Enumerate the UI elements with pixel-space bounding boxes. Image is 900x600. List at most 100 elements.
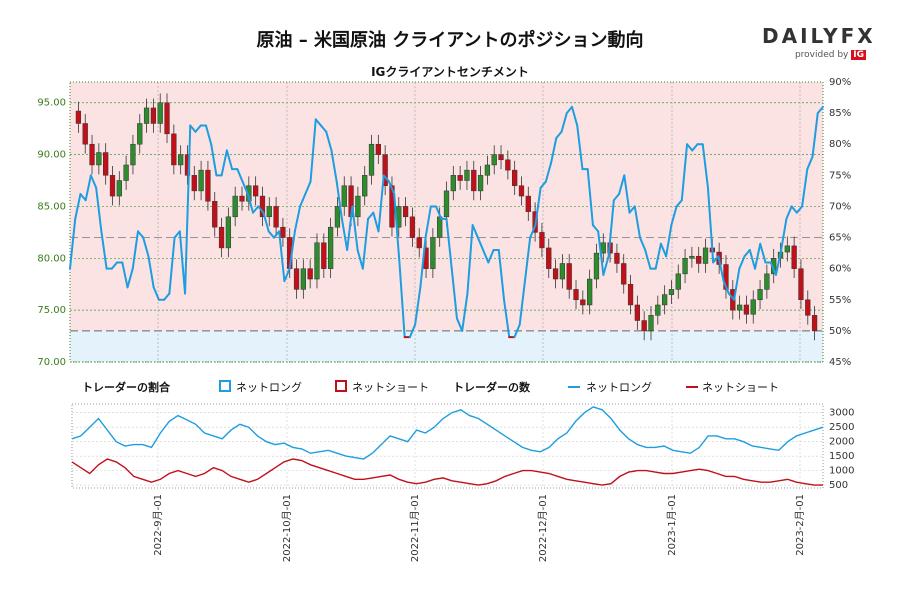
- ratio-segment: [482, 249, 490, 264]
- candle-body: [491, 154, 497, 166]
- dailyfx-logo: DAILYFX provided by IG: [762, 24, 873, 60]
- ratio-segment: [252, 205, 260, 214]
- price-candle: [362, 166, 368, 206]
- ratio-segment: [189, 124, 197, 133]
- ratio-tick-label: 65%: [829, 233, 851, 244]
- price-candles: [75, 93, 818, 341]
- count-tick-label: 1500: [829, 451, 854, 462]
- ratio-segment: [727, 292, 736, 301]
- ratio-segment: [110, 261, 119, 270]
- price-candle: [109, 166, 116, 206]
- candle-body: [430, 237, 436, 269]
- candle-body: [218, 226, 225, 249]
- candle-body: [634, 304, 640, 321]
- candle-body: [600, 242, 606, 254]
- ratio-segment: [487, 249, 495, 264]
- price-candle: [327, 217, 334, 278]
- ratio-segment: [367, 211, 375, 220]
- candle-body: [730, 289, 736, 311]
- ratio-segment: [513, 323, 521, 339]
- ratio-segment: [236, 168, 244, 183]
- candle-body: [566, 263, 572, 290]
- ratio-segment: [654, 242, 662, 270]
- ratio-segment: [351, 205, 359, 251]
- ratio-segment: [121, 261, 129, 289]
- ratio-segment: [225, 149, 234, 171]
- ratio-tick-label: 45%: [829, 357, 851, 368]
- candle-body: [273, 206, 279, 228]
- candle-body: [512, 169, 518, 186]
- ratio-segment: [665, 224, 673, 258]
- price-candle: [239, 186, 245, 211]
- ratio-segment: [795, 205, 804, 214]
- price-candle: [259, 186, 266, 227]
- ratio-segment: [262, 211, 270, 233]
- logo-provided-by: provided by IG: [762, 50, 872, 60]
- ratio-tick-label: 80%: [829, 139, 851, 150]
- price-candle: [464, 160, 470, 190]
- count-tick-label: 2500: [829, 422, 854, 433]
- candle-body: [300, 268, 306, 290]
- ratio-segment: [79, 193, 87, 202]
- candle-body: [266, 206, 272, 218]
- ratio-segment: [701, 143, 709, 189]
- ratio-segment: [304, 180, 312, 195]
- candle-body: [648, 315, 654, 332]
- candle-body: [368, 143, 375, 176]
- candle-body: [627, 283, 634, 306]
- main-chart-axes: 70.00 75.00 80.00 85.00 90.00 95.00 45% 50% 55% 6…: [37, 77, 851, 368]
- ratio-segment: [246, 193, 255, 214]
- price-candle: [143, 98, 150, 133]
- price-candle: [648, 306, 654, 341]
- ratio-segment: [675, 199, 683, 208]
- ratio-tick-label: 85%: [829, 108, 851, 119]
- ratio-segment: [220, 149, 228, 177]
- candle-body: [443, 190, 450, 218]
- ratio-segment: [204, 124, 213, 146]
- price-candle: [232, 186, 238, 227]
- candle-body: [314, 242, 320, 280]
- candle-body: [552, 268, 559, 280]
- price-candle: [82, 114, 88, 154]
- ratio-segment: [69, 217, 77, 270]
- main-plot-frame: [69, 81, 824, 363]
- ratio-segment: [518, 280, 526, 326]
- ratio-segment: [806, 155, 814, 171]
- price-candle: [689, 246, 695, 268]
- price-candle: [150, 98, 157, 133]
- candle-body: [253, 185, 259, 197]
- ratio-segment: [131, 230, 139, 270]
- price-candle: [171, 124, 177, 175]
- ratio-segment: [210, 143, 218, 177]
- candle-body: [559, 263, 566, 280]
- price-candle: [416, 228, 422, 258]
- candle-body: [327, 226, 334, 269]
- price-candle: [587, 269, 593, 315]
- net-long-count-line: [71, 406, 824, 460]
- price-candle: [621, 254, 627, 294]
- date-tick-label: 2022-11月-01: [409, 494, 421, 562]
- price-candle: [559, 254, 566, 289]
- ratio-segment: [550, 137, 558, 164]
- ratio-segment: [278, 230, 286, 283]
- candle-body: [130, 143, 136, 166]
- ratio-segment: [722, 280, 730, 295]
- price-candle: [123, 155, 129, 190]
- candle-body: [641, 320, 647, 332]
- ratio-segment: [330, 149, 338, 183]
- ratio-tick-label: 50%: [829, 326, 851, 337]
- candle-body: [103, 152, 109, 176]
- ratio-segment: [100, 230, 108, 270]
- price-candle: [218, 217, 225, 258]
- candle-body: [655, 304, 661, 316]
- legend-long-box: [219, 380, 231, 392]
- price-tick-label: 70.00: [37, 357, 66, 368]
- ratio-segment: [738, 255, 746, 270]
- ratio-segment: [267, 230, 275, 239]
- price-candle: [641, 311, 647, 341]
- ratio-segment: [811, 112, 819, 158]
- ratio-segment: [382, 174, 390, 183]
- candle-body: [82, 123, 88, 145]
- candle-body: [477, 175, 484, 192]
- ratio-segment: [346, 205, 354, 251]
